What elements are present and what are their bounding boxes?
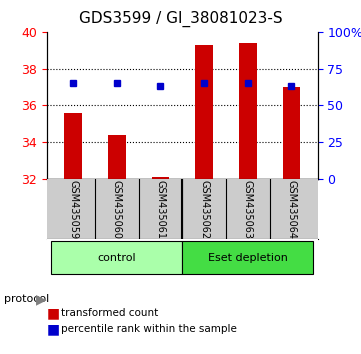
FancyBboxPatch shape — [182, 241, 313, 274]
Text: ■: ■ — [47, 322, 60, 336]
Text: ■: ■ — [47, 306, 60, 320]
Text: GSM435062: GSM435062 — [199, 179, 209, 239]
Text: transformed count: transformed count — [61, 308, 158, 318]
Bar — [239, 43, 257, 179]
Text: GSM435061: GSM435061 — [156, 180, 165, 239]
Text: GSM435063: GSM435063 — [243, 180, 253, 239]
FancyBboxPatch shape — [51, 241, 182, 274]
Text: GSM435064: GSM435064 — [287, 180, 296, 239]
Text: GSM435059: GSM435059 — [68, 179, 78, 239]
Bar — [283, 87, 300, 179]
Bar — [108, 135, 126, 179]
Text: protocol: protocol — [4, 294, 49, 304]
Text: percentile rank within the sample: percentile rank within the sample — [61, 324, 237, 334]
Text: GDS3599 / GI_38081023-S: GDS3599 / GI_38081023-S — [79, 11, 282, 27]
Bar — [64, 113, 82, 179]
Text: GSM435060: GSM435060 — [112, 180, 122, 239]
Bar — [195, 45, 213, 179]
Text: control: control — [97, 253, 136, 263]
Bar — [152, 177, 169, 179]
Text: ▶: ▶ — [36, 292, 47, 306]
Text: Eset depletion: Eset depletion — [208, 253, 288, 263]
